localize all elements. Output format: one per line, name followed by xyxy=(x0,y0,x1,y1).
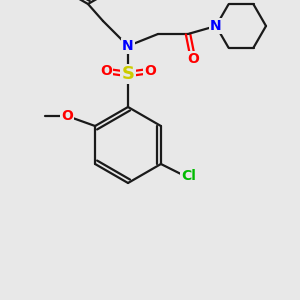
Text: O: O xyxy=(61,109,73,123)
Text: Cl: Cl xyxy=(182,169,196,183)
Text: N: N xyxy=(210,19,222,33)
Text: S: S xyxy=(122,65,134,83)
Text: N: N xyxy=(122,39,134,53)
Text: O: O xyxy=(100,64,112,78)
Text: O: O xyxy=(187,52,199,66)
Text: N: N xyxy=(210,19,222,33)
Text: O: O xyxy=(144,64,156,78)
